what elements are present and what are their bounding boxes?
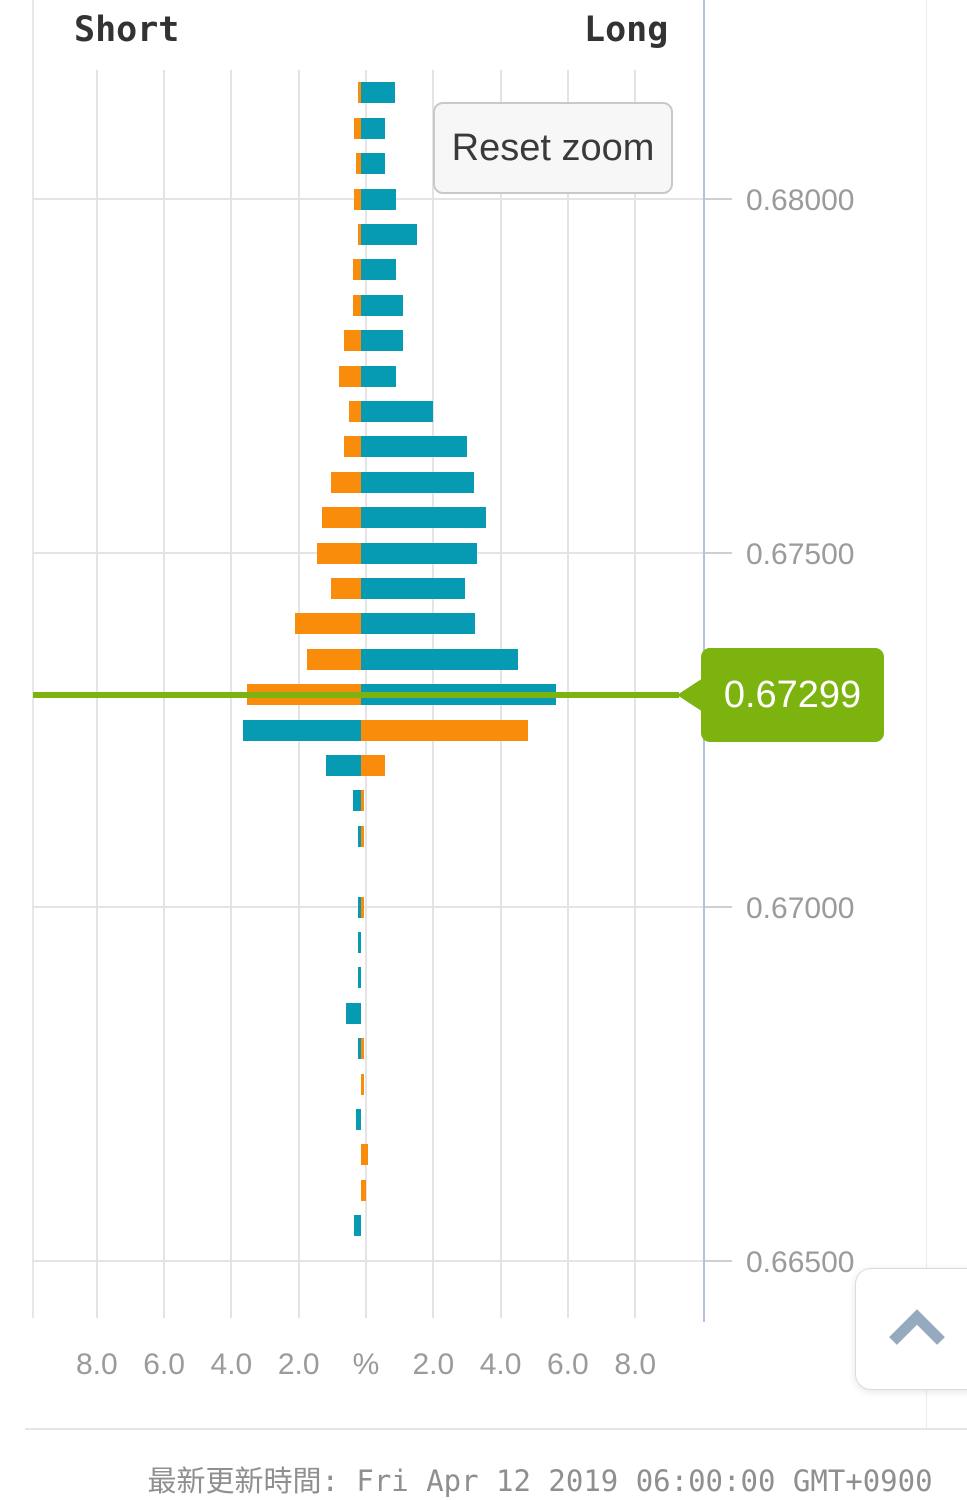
long-side-label: Long (584, 10, 669, 50)
x-axis-tick-label: 2.0 (412, 1348, 455, 1381)
position-bar-short[interactable] (349, 400, 361, 422)
position-bar-short[interactable] (356, 1108, 361, 1130)
position-bar-short[interactable] (330, 471, 361, 493)
y-axis-tick-label: 0.66500 (746, 1246, 855, 1279)
short-side-label: Short (74, 10, 180, 50)
container-bottom-border (25, 1428, 967, 1430)
y-axis-tick-label: 0.67500 (746, 538, 855, 571)
x-axis-tick-label: 6.0 (143, 1348, 185, 1381)
position-bar-short[interactable] (352, 259, 361, 281)
position-bar-long[interactable] (361, 542, 478, 564)
y-gridline (33, 1260, 704, 1262)
position-bar-short[interactable] (325, 754, 361, 776)
position-bar-long[interactable] (361, 117, 385, 139)
position-bar-short[interactable] (344, 330, 361, 352)
position-bar-long[interactable] (361, 1179, 366, 1201)
position-bar-short[interactable] (339, 365, 361, 387)
x-axis-tick-label: 4.0 (479, 1348, 522, 1381)
scroll-to-top-button[interactable] (855, 1268, 967, 1390)
position-bar-long[interactable] (361, 719, 528, 741)
position-bar-long[interactable] (361, 153, 385, 175)
y-axis-tick-label: 0.68000 (746, 184, 855, 217)
position-bar-short[interactable] (317, 542, 361, 564)
position-bar-long[interactable] (361, 82, 395, 104)
current-price-flag: 0.67299 (701, 648, 884, 742)
position-bar-short[interactable] (354, 117, 361, 139)
position-bar-short[interactable] (295, 613, 361, 635)
position-bar-long[interactable] (361, 436, 467, 458)
position-bar-short[interactable] (354, 1215, 361, 1237)
y-axis-tick-label: 0.67000 (746, 892, 855, 925)
position-bar-short[interactable] (352, 294, 361, 316)
position-bar-long[interactable] (361, 365, 397, 387)
y-axis-tick (704, 906, 732, 908)
container-right-border (926, 0, 927, 1428)
position-bar-short[interactable] (357, 896, 361, 918)
position-bar-long[interactable] (361, 577, 466, 599)
position-bar-long[interactable] (361, 754, 385, 776)
position-bar-short[interactable] (322, 507, 361, 529)
x-axis-tick-label: 6.0 (547, 1348, 589, 1381)
x-axis-tick-label: 2.0 (277, 1348, 320, 1381)
position-bar-long[interactable] (361, 613, 476, 635)
x-axis-tick-label: 8.0 (614, 1348, 657, 1381)
current-price-line (33, 692, 679, 698)
x-axis-tick-label: 8.0 (75, 1348, 118, 1381)
position-bar-short[interactable] (243, 719, 361, 741)
position-bar-short[interactable] (307, 648, 361, 670)
position-bar-long[interactable] (361, 330, 404, 352)
position-bar-long[interactable] (361, 223, 417, 245)
y-gridline (33, 906, 704, 908)
position-bar-long[interactable] (361, 1144, 368, 1166)
x-axis-tick-label: % (352, 1348, 380, 1381)
position-bar-long[interactable] (361, 400, 434, 422)
position-bar-long[interactable] (361, 1073, 365, 1095)
current-price-flag-arrow (677, 678, 703, 712)
position-bar-short[interactable] (357, 931, 361, 953)
position-bar-short[interactable] (354, 188, 361, 210)
plot-left-border (32, 0, 34, 1318)
position-bar-long[interactable] (361, 188, 397, 210)
position-bar-long[interactable] (361, 294, 404, 316)
position-bar-short[interactable] (357, 825, 361, 847)
position-bar-long[interactable] (361, 1038, 365, 1060)
reset-zoom-button[interactable]: Reset zoom (433, 102, 673, 194)
position-bar-short[interactable] (357, 967, 361, 989)
position-bar-short[interactable] (352, 790, 361, 812)
y-axis-tick (704, 198, 732, 200)
position-bar-long[interactable] (361, 507, 486, 529)
position-bar-long[interactable] (361, 790, 365, 812)
position-bar-short[interactable] (344, 436, 361, 458)
position-bar-short[interactable] (345, 1002, 361, 1024)
y-axis-tick (704, 1260, 732, 1262)
y-axis-tick (704, 552, 732, 554)
position-bar-long[interactable] (361, 259, 397, 281)
position-bar-long[interactable] (361, 648, 518, 670)
position-bar-short[interactable] (357, 1038, 361, 1060)
position-bar-short[interactable] (330, 577, 361, 599)
position-bar-long[interactable] (361, 896, 365, 918)
position-bar-short[interactable] (357, 82, 361, 104)
position-bar-short[interactable] (357, 223, 361, 245)
position-bar-short[interactable] (356, 153, 361, 175)
position-bar-long[interactable] (361, 825, 365, 847)
chevron-up-icon (856, 1269, 967, 1389)
position-bar-long[interactable] (361, 471, 474, 493)
last-updated-text: 最新更新時間: Fri Apr 12 2019 06:00:00 GMT+090… (147, 1464, 933, 1498)
x-axis-tick-label: 4.0 (210, 1348, 253, 1381)
